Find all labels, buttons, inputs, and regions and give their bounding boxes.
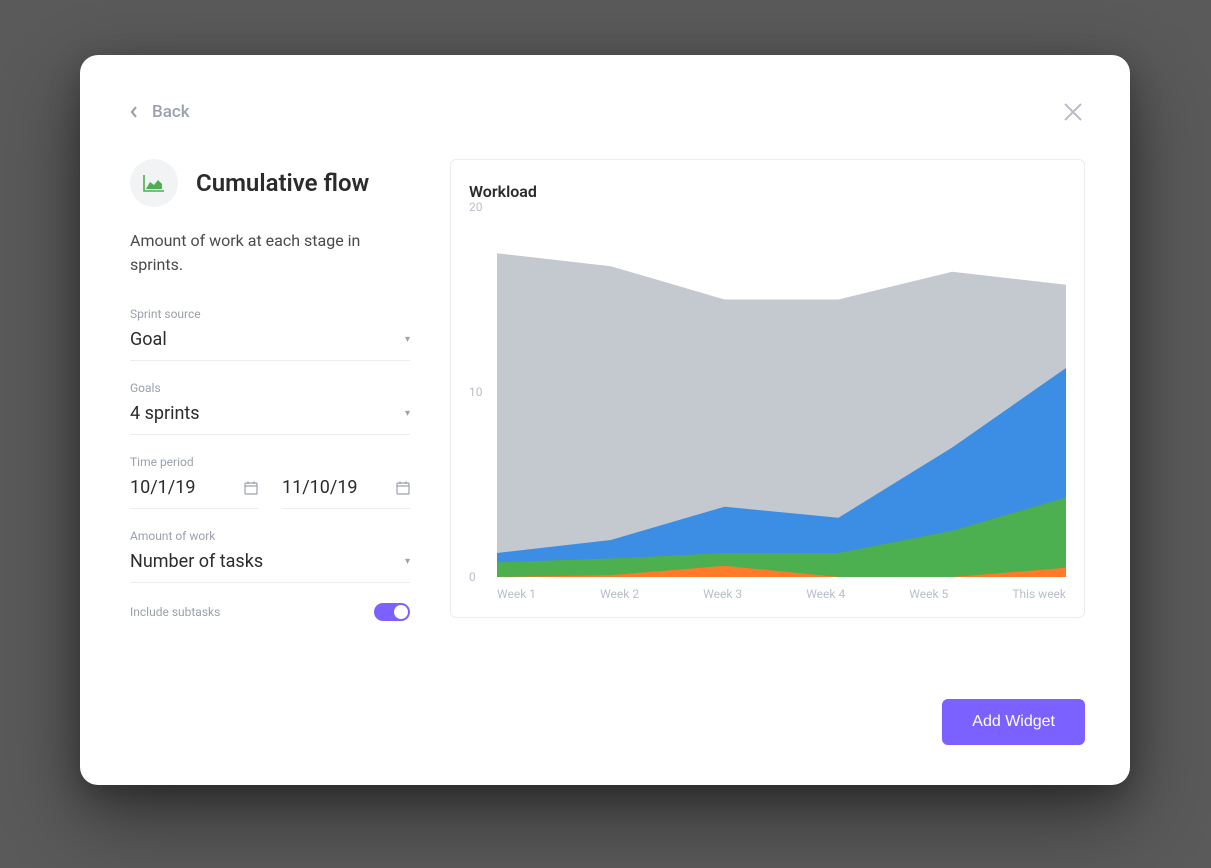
y-tick: 10 bbox=[469, 385, 483, 399]
amount-of-work-value: Number of tasks bbox=[130, 551, 263, 572]
sprint-source-field: Sprint source Goal ▾ bbox=[130, 307, 410, 361]
goals-field: Goals 4 sprints ▾ bbox=[130, 381, 410, 435]
modal-footer: Add Widget bbox=[450, 669, 1085, 745]
sprint-source-label: Sprint source bbox=[130, 307, 410, 321]
widget-config-modal: Back Cumulative flow Amount of work at e… bbox=[80, 55, 1130, 785]
start-date-value: 10/1/19 bbox=[130, 477, 195, 498]
modal-top-bar: Back bbox=[130, 100, 1085, 124]
chevron-down-icon: ▾ bbox=[405, 334, 410, 345]
x-tick: Week 1 bbox=[497, 587, 600, 601]
chart-area: 01020 bbox=[469, 207, 1066, 577]
page-title: Cumulative flow bbox=[196, 169, 369, 197]
back-button[interactable]: Back bbox=[130, 102, 190, 122]
close-icon bbox=[1061, 100, 1085, 124]
chevron-down-icon: ▾ bbox=[405, 408, 410, 419]
y-axis: 01020 bbox=[469, 207, 497, 577]
config-panel: Cumulative flow Amount of work at each s… bbox=[130, 159, 410, 745]
x-tick: Week 5 bbox=[909, 587, 1012, 601]
amount-of-work-field: Amount of work Number of tasks ▾ bbox=[130, 529, 410, 583]
area-chart-icon bbox=[143, 174, 165, 192]
time-period-field: Time period 10/1/19 11/10/19 bbox=[130, 455, 410, 509]
include-subtasks-row: Include subtasks bbox=[130, 603, 410, 621]
y-tick: 0 bbox=[469, 570, 476, 584]
goals-select[interactable]: 4 sprints ▾ bbox=[130, 403, 410, 435]
area-chart bbox=[497, 207, 1066, 577]
time-period-label: Time period bbox=[130, 455, 410, 469]
add-widget-button[interactable]: Add Widget bbox=[942, 699, 1085, 745]
toggle-knob bbox=[394, 605, 408, 619]
amount-of-work-select[interactable]: Number of tasks ▾ bbox=[130, 551, 410, 583]
x-axis: Week 1Week 2Week 3Week 4Week 5This week bbox=[497, 587, 1066, 601]
x-tick: Week 2 bbox=[600, 587, 703, 601]
x-tick: Week 4 bbox=[806, 587, 909, 601]
modal-content: Cumulative flow Amount of work at each s… bbox=[130, 159, 1085, 745]
preview-panel: Workload 01020 Week 1Week 2Week 3Week 4W… bbox=[450, 159, 1085, 745]
widget-icon-circle bbox=[130, 159, 178, 207]
back-label: Back bbox=[152, 102, 190, 122]
chevron-left-icon bbox=[130, 105, 138, 119]
x-tick: Week 3 bbox=[703, 587, 806, 601]
sprint-source-select[interactable]: Goal ▾ bbox=[130, 329, 410, 361]
x-tick: This week bbox=[1012, 587, 1066, 601]
calendar-icon bbox=[244, 481, 258, 495]
start-date-input[interactable]: 10/1/19 bbox=[130, 477, 258, 509]
chart-title: Workload bbox=[469, 182, 1066, 201]
include-subtasks-toggle[interactable] bbox=[374, 603, 410, 621]
goals-label: Goals bbox=[130, 381, 410, 395]
calendar-icon bbox=[396, 481, 410, 495]
page-description: Amount of work at each stage in sprints. bbox=[130, 229, 410, 277]
close-button[interactable] bbox=[1061, 100, 1085, 124]
end-date-input[interactable]: 11/10/19 bbox=[282, 477, 410, 509]
y-tick: 20 bbox=[469, 200, 483, 214]
end-date-value: 11/10/19 bbox=[282, 477, 358, 498]
amount-of-work-label: Amount of work bbox=[130, 529, 410, 543]
goals-value: 4 sprints bbox=[130, 403, 200, 424]
title-row: Cumulative flow bbox=[130, 159, 410, 207]
date-range-row: 10/1/19 11/10/19 bbox=[130, 477, 410, 509]
sprint-source-value: Goal bbox=[130, 329, 167, 350]
workload-chart-card: Workload 01020 Week 1Week 2Week 3Week 4W… bbox=[450, 159, 1085, 618]
chevron-down-icon: ▾ bbox=[405, 556, 410, 567]
plot-wrap bbox=[497, 207, 1066, 577]
include-subtasks-label: Include subtasks bbox=[130, 605, 220, 619]
